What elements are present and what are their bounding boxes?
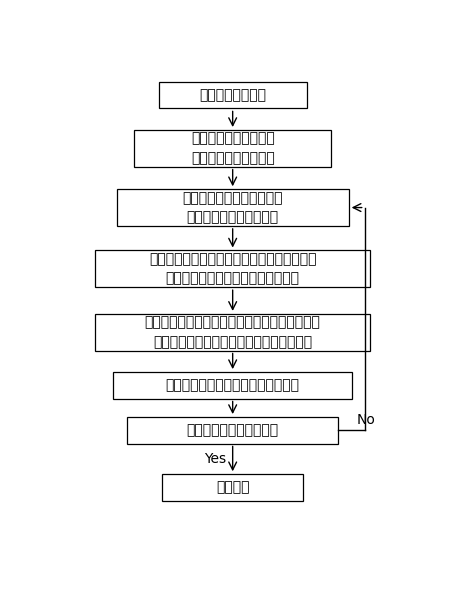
FancyBboxPatch shape (113, 372, 352, 399)
FancyBboxPatch shape (117, 189, 349, 226)
Text: 混沌初始化信息素浓度
、个体最优和全局最优: 混沌初始化信息素浓度 、个体最优和全局最优 (191, 131, 275, 165)
FancyBboxPatch shape (95, 314, 370, 350)
Text: 更新并修改原来路径上的信息素浓度: 更新并修改原来路径上的信息素浓度 (166, 378, 300, 392)
Text: 次数是否达到预设的精度: 次数是否达到预设的精度 (187, 423, 279, 437)
Text: 输出结果: 输出结果 (216, 481, 249, 494)
FancyBboxPatch shape (127, 417, 338, 444)
Text: Yes: Yes (204, 452, 226, 466)
Text: No: No (357, 413, 376, 427)
Text: 通过混沌算法计算每只蚂蚁
的信息素浓度及转移概率: 通过混沌算法计算每只蚂蚁 的信息素浓度及转移概率 (183, 191, 283, 224)
FancyBboxPatch shape (159, 82, 306, 108)
FancyBboxPatch shape (134, 130, 331, 167)
Text: 蚁群算法初始化，: 蚁群算法初始化， (199, 88, 266, 102)
Text: 根据每只蚂蚁的转移概率得出本次最优路径并
最优值比较，若更优，则更新最优值: 根据每只蚂蚁的转移概率得出本次最优路径并 最优值比较，若更优，则更新最优值 (149, 252, 316, 286)
FancyBboxPatch shape (163, 474, 303, 501)
FancyBboxPatch shape (95, 250, 370, 287)
Text: 将每只蚂蚁的最优值与整个蚁群的最优值相比较
，若更优，则更新其成为整个蚁群的最优值: 将每只蚂蚁的最优值与整个蚁群的最优值相比较 ，若更优，则更新其成为整个蚁群的最优… (145, 316, 321, 349)
